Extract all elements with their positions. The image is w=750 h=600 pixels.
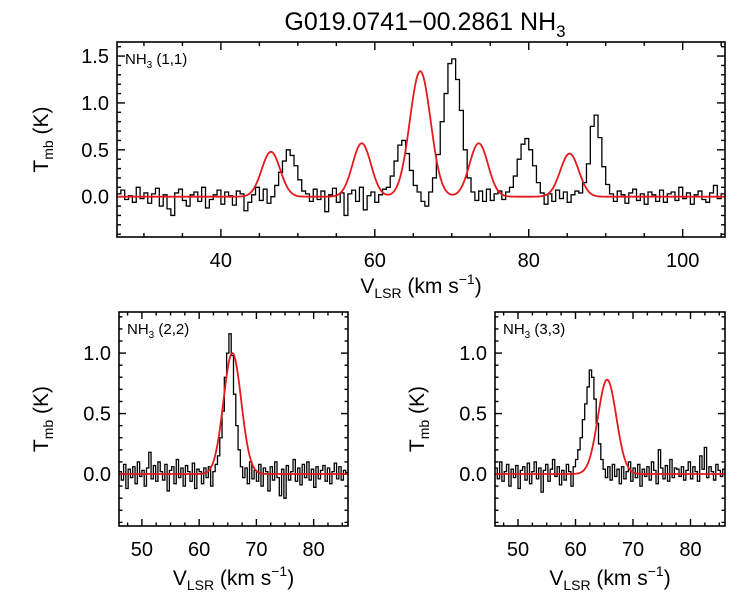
x-tick-label: 80 xyxy=(679,539,701,561)
x-tick-label: 60 xyxy=(564,539,586,561)
gaussian-fit-line xyxy=(117,70,725,198)
y-tick-label: 1.0 xyxy=(83,343,111,365)
x-tick-label: 100 xyxy=(666,250,699,272)
x-tick-label: 70 xyxy=(622,539,644,561)
panel-11: 40 60 80 100 0.0 0.5 1.0 1.5 NH3 (1,1) VLSR (km s… xyxy=(30,41,726,301)
x-tick-label: 80 xyxy=(518,250,540,272)
y-tick-label: 0.0 xyxy=(83,464,111,486)
x-tick-label: 50 xyxy=(131,539,153,561)
x-tick-label: 50 xyxy=(507,539,529,561)
y-tick-label: 1.5 xyxy=(81,46,109,68)
y-axis-title: Tmb (K) xyxy=(30,106,56,172)
panel-33: 50 60 70 80 0.0 0.5 1.0 NH3 (3,3) VLSR (km s−1) T… xyxy=(406,311,726,593)
plot-frame xyxy=(116,41,726,238)
observed-spectrum xyxy=(495,369,725,493)
gaussian-fit-line xyxy=(495,378,725,475)
y-tick-label: 0.5 xyxy=(459,404,487,426)
y-tick-label: 0.5 xyxy=(81,140,109,162)
x-axis-title: VLSR (km s−1) xyxy=(360,271,481,301)
y-tick-label: 0.0 xyxy=(459,464,487,486)
gaussian-fit-line xyxy=(119,352,348,475)
x-tick-label: 60 xyxy=(188,539,210,561)
figure-title: G019.0741−00.2861 NH3 xyxy=(284,8,565,41)
x-axis-title: VLSR (km s−1) xyxy=(549,563,670,593)
x-tick-label: 70 xyxy=(245,539,267,561)
observed-spectrum xyxy=(119,333,348,499)
x-tick-label: 60 xyxy=(364,250,386,272)
x-tick-label: 80 xyxy=(303,539,325,561)
observed-spectrum xyxy=(117,58,725,217)
plot-frame xyxy=(494,311,726,527)
y-tick-label: 0.0 xyxy=(81,187,109,209)
panels: 40 60 80 100 0.0 0.5 1.0 1.5 NH3 (1,1) VLSR (km s… xyxy=(30,41,726,593)
y-tick-label: 1.0 xyxy=(81,93,109,115)
panel-22: 50 60 70 80 0.0 0.5 1.0 NH3 (2,2) VLSR (km s−1) T… xyxy=(30,311,349,593)
transition-label: NH3 (1,1) xyxy=(125,51,187,71)
y-axis-title: Tmb (K) xyxy=(406,386,432,452)
y-tick-label: 1.0 xyxy=(459,343,487,365)
x-tick-label: 40 xyxy=(210,250,232,272)
y-axis-title: Tmb (K) xyxy=(30,386,56,452)
x-axis-title: VLSR (km s−1) xyxy=(173,563,294,593)
transition-label: NH3 (2,2) xyxy=(127,321,189,341)
plot-frame xyxy=(118,311,349,527)
y-tick-label: 0.5 xyxy=(83,404,111,426)
transition-label: NH3 (3,3) xyxy=(503,321,565,341)
